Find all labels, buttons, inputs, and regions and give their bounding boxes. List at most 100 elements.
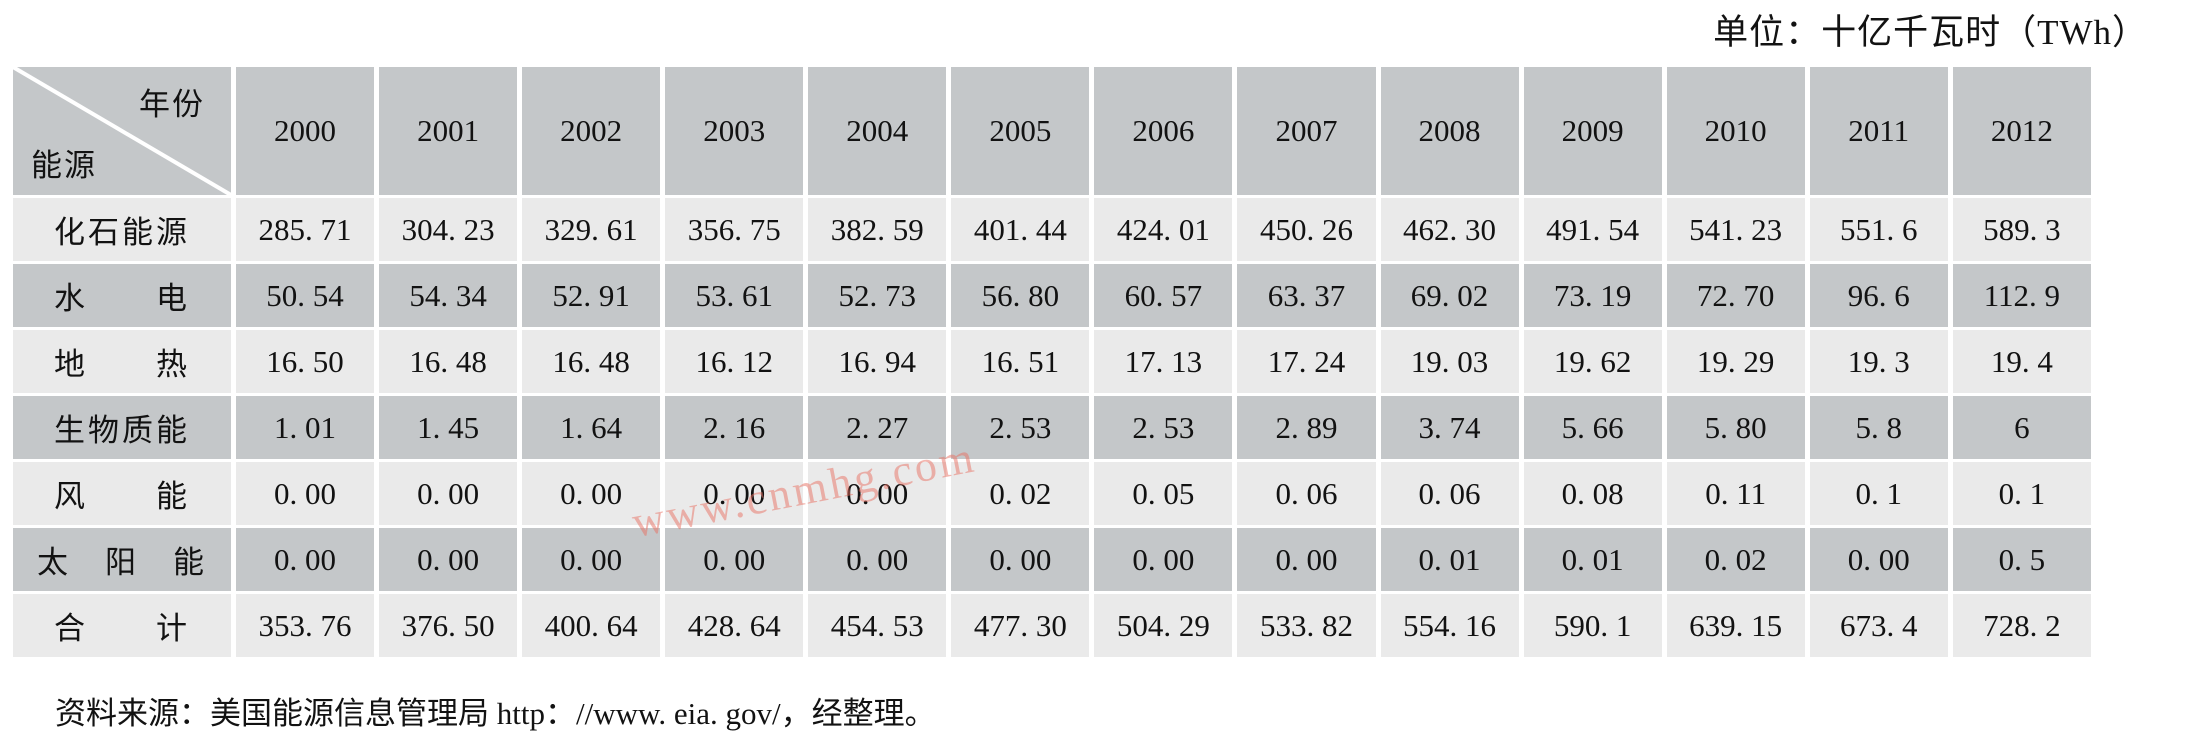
value-cell: 52. 73 (808, 264, 947, 327)
value-cell: 5. 8 (1809, 396, 1948, 459)
value-cell: 1. 45 (379, 396, 518, 459)
table-row: 合 计 353. 76 376. 50 400. 64 428. 64 454. 53 47… (13, 594, 2091, 657)
value-cell: 0. 11 (1666, 462, 1805, 525)
value-cell: 356. 75 (665, 198, 804, 261)
value-cell: 0. 08 (1523, 462, 1662, 525)
unit-label: 单位：十亿千瓦时（TWh） (1713, 13, 2148, 52)
value-cell: 16. 94 (808, 330, 947, 393)
value-cell: 17. 13 (1094, 330, 1233, 393)
year-column-header: 2008 (1380, 67, 1519, 195)
value-cell: 462. 30 (1380, 198, 1519, 261)
value-cell: 0. 00 (1094, 528, 1233, 591)
table-row: 生物质能 1. 01 1. 45 1. 64 2. 16 2. 27 2. 53 2. 53 2… (13, 396, 2091, 459)
value-cell: 0. 00 (236, 462, 375, 525)
value-cell: 0. 02 (951, 462, 1090, 525)
value-cell: 0. 00 (1809, 528, 1948, 591)
year-column-header: 2007 (1237, 67, 1376, 195)
value-cell: 19. 03 (1380, 330, 1519, 393)
value-cell: 551. 6 (1809, 198, 1948, 261)
value-cell: 2. 27 (808, 396, 947, 459)
value-cell: 491. 54 (1523, 198, 1662, 261)
value-cell: 0. 00 (522, 528, 661, 591)
value-cell: 60. 57 (1094, 264, 1233, 327)
value-cell: 52. 91 (522, 264, 661, 327)
value-cell: 285. 71 (236, 198, 375, 261)
value-cell: 2. 89 (1237, 396, 1376, 459)
value-cell: 112. 9 (1952, 264, 2091, 327)
value-cell: 533. 82 (1237, 594, 1376, 657)
value-cell: 424. 01 (1094, 198, 1233, 261)
corner-energy-label: 能源 (31, 148, 97, 183)
value-cell: 16. 48 (379, 330, 518, 393)
value-cell: 541. 23 (1666, 198, 1805, 261)
value-cell: 673. 4 (1809, 594, 1948, 657)
corner-year-label: 年份 (139, 87, 205, 122)
value-cell: 639. 15 (1666, 594, 1805, 657)
value-cell: 50. 54 (236, 264, 375, 327)
value-cell: 16. 12 (665, 330, 804, 393)
year-column-header: 2002 (522, 67, 661, 195)
source-note: 资料来源：美国能源信息管理局 http：//www. eia. gov/，经整理… (55, 696, 936, 731)
value-cell: 53. 61 (665, 264, 804, 327)
value-cell: 0. 01 (1523, 528, 1662, 591)
value-cell: 19. 29 (1666, 330, 1805, 393)
year-column-header: 2003 (665, 67, 804, 195)
value-cell: 554. 16 (1380, 594, 1519, 657)
year-column-header: 2009 (1523, 67, 1662, 195)
value-cell: 590. 1 (1523, 594, 1662, 657)
value-cell: 6 (1952, 396, 2091, 459)
year-column-header: 2004 (808, 67, 947, 195)
year-column-header: 2012 (1952, 67, 2091, 195)
value-cell: 0. 02 (1666, 528, 1805, 591)
value-cell: 56. 80 (951, 264, 1090, 327)
row-label: 风 能 (13, 462, 231, 525)
value-cell: 2. 53 (1094, 396, 1233, 459)
value-cell: 16. 48 (522, 330, 661, 393)
value-cell: 5. 66 (1523, 396, 1662, 459)
value-cell: 0. 00 (379, 462, 518, 525)
value-cell: 728. 2 (1952, 594, 2091, 657)
value-cell: 19. 62 (1523, 330, 1662, 393)
value-cell: 69. 02 (1380, 264, 1519, 327)
value-cell: 304. 23 (379, 198, 518, 261)
value-cell: 73. 19 (1523, 264, 1662, 327)
value-cell: 0. 00 (808, 462, 947, 525)
value-cell: 0. 00 (236, 528, 375, 591)
value-cell: 0. 00 (1237, 528, 1376, 591)
table-row: 水 电 50. 54 54. 34 52. 91 53. 61 52. 73 56. 80 6… (13, 264, 2091, 327)
value-cell: 0. 1 (1952, 462, 2091, 525)
diagonal-divider (13, 67, 231, 195)
value-cell: 3. 74 (1380, 396, 1519, 459)
value-cell: 329. 61 (522, 198, 661, 261)
value-cell: 54. 34 (379, 264, 518, 327)
value-cell: 1. 64 (522, 396, 661, 459)
value-cell: 0. 00 (665, 528, 804, 591)
value-cell: 5. 80 (1666, 396, 1805, 459)
value-cell: 0. 00 (379, 528, 518, 591)
value-cell: 2. 16 (665, 396, 804, 459)
header-row: 年份 能源 2000 2001 2002 2003 2004 2005 2006 2007 20… (13, 67, 2091, 195)
value-cell: 0. 00 (808, 528, 947, 591)
value-cell: 17. 24 (1237, 330, 1376, 393)
value-cell: 589. 3 (1952, 198, 2091, 261)
value-cell: 2. 53 (951, 396, 1090, 459)
year-column-header: 2001 (379, 67, 518, 195)
value-cell: 0. 06 (1380, 462, 1519, 525)
value-cell: 454. 53 (808, 594, 947, 657)
value-cell: 0. 00 (522, 462, 661, 525)
row-label: 合 计 (13, 594, 231, 657)
year-column-header: 2006 (1094, 67, 1233, 195)
table-body: 化石能源 285. 71 304. 23 329. 61 356. 75 382. 59 4… (13, 198, 2091, 657)
value-cell: 0. 5 (1952, 528, 2091, 591)
value-cell: 0. 00 (665, 462, 804, 525)
row-label: 太 阳 能 (13, 528, 231, 591)
year-column-header: 2010 (1666, 67, 1805, 195)
value-cell: 63. 37 (1237, 264, 1376, 327)
corner-header-cell: 年份 能源 (13, 67, 231, 195)
value-cell: 428. 64 (665, 594, 804, 657)
table-row: 地 热 16. 50 16. 48 16. 48 16. 12 16. 94 16. 51 1… (13, 330, 2091, 393)
value-cell: 400. 64 (522, 594, 661, 657)
value-cell: 353. 76 (236, 594, 375, 657)
value-cell: 16. 51 (951, 330, 1090, 393)
row-label: 水 电 (13, 264, 231, 327)
